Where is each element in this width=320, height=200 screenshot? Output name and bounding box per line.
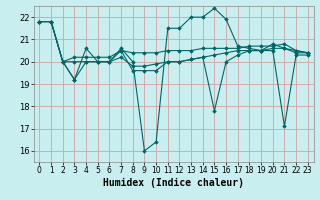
X-axis label: Humidex (Indice chaleur): Humidex (Indice chaleur) [103, 178, 244, 188]
